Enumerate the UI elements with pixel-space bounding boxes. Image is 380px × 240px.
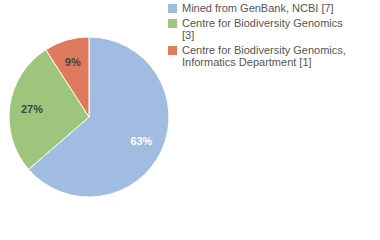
svg-text:9%: 9%: [65, 56, 81, 68]
svg-text:27%: 27%: [21, 103, 43, 115]
html-text:Mined from GenBank, NCBI [7]: Mined from GenBank, NCBI [7]: [182, 2, 334, 14]
html-text:Centre for Biodiversity Genomi: Centre for Biodiversity Genomics [3]: [182, 17, 343, 41]
svg-text:63%: 63%: [130, 135, 152, 147]
html-text:Centre for Biodiversity Genomi: Centre for Biodiversity Genomics, Inform…: [182, 44, 346, 68]
